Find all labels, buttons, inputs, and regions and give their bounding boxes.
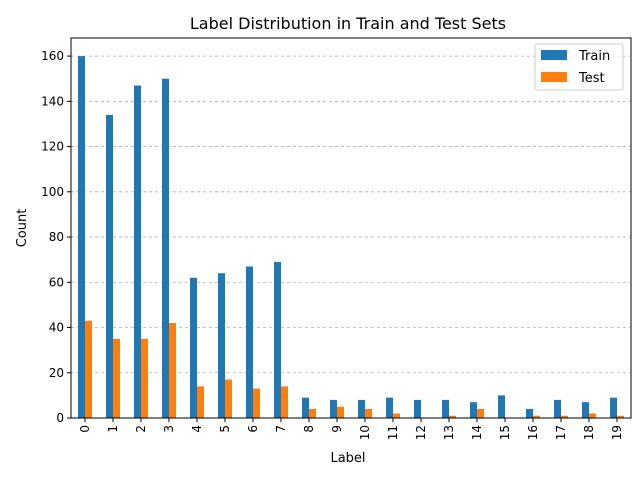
x-tick-label: 10 bbox=[358, 425, 372, 440]
bar-train-2 bbox=[134, 85, 141, 418]
bar-train-14 bbox=[470, 402, 477, 418]
bar-train-6 bbox=[246, 266, 253, 418]
bar-train-11 bbox=[386, 397, 393, 418]
x-tick-label: 0 bbox=[78, 425, 92, 433]
x-tick-label: 14 bbox=[470, 425, 484, 440]
bar-test-18 bbox=[589, 413, 596, 418]
bar-train-18 bbox=[582, 402, 589, 418]
x-tick-label: 6 bbox=[246, 425, 260, 433]
x-tick-label: 16 bbox=[526, 425, 540, 440]
bar-test-0 bbox=[85, 320, 92, 418]
bar-test-11 bbox=[393, 413, 400, 418]
y-tick-label: 160 bbox=[41, 49, 64, 63]
x-tick-label: 12 bbox=[414, 425, 428, 440]
x-tick-label: 11 bbox=[386, 425, 400, 440]
x-tick-label: 7 bbox=[274, 425, 288, 433]
bar-train-7 bbox=[274, 261, 281, 418]
bar-test-7 bbox=[281, 386, 288, 418]
bar-test-19 bbox=[617, 415, 624, 418]
chart-title: Label Distribution in Train and Test Set… bbox=[190, 14, 506, 33]
y-tick-label: 120 bbox=[41, 140, 64, 154]
bar-test-1 bbox=[113, 338, 120, 418]
bar-train-9 bbox=[330, 399, 337, 418]
bar-test-6 bbox=[253, 388, 260, 418]
bar-train-19 bbox=[610, 397, 617, 418]
legend-swatch-train bbox=[541, 50, 567, 60]
bar-train-1 bbox=[106, 114, 113, 419]
bar-train-16 bbox=[526, 408, 533, 418]
bar-train-0 bbox=[78, 56, 85, 418]
x-tick-label: 19 bbox=[610, 425, 624, 440]
x-tick-label: 2 bbox=[134, 425, 148, 433]
bar-train-17 bbox=[554, 399, 561, 418]
bar-test-17 bbox=[561, 415, 568, 418]
gridlines bbox=[71, 55, 631, 419]
x-axis-ticks: 0 1 2 3 4 5 6 7 8 9 10 11 12 13 14 15 16 17 18 19 bbox=[78, 418, 624, 440]
legend-label-train: Train bbox=[578, 49, 610, 64]
bars bbox=[78, 56, 624, 419]
x-tick-label: 4 bbox=[190, 425, 204, 433]
bar-test-9 bbox=[337, 406, 344, 418]
y-tick-label: 20 bbox=[49, 366, 64, 380]
bar-test-2 bbox=[141, 338, 148, 418]
x-tick-label: 3 bbox=[162, 425, 176, 433]
bar-train-8 bbox=[302, 397, 309, 418]
y-tick-label: 140 bbox=[41, 94, 64, 108]
bar-train-4 bbox=[190, 277, 197, 418]
bar-train-3 bbox=[162, 78, 169, 418]
bar-train-12 bbox=[414, 399, 421, 418]
bar-test-16 bbox=[533, 415, 540, 418]
bar-train-15 bbox=[498, 395, 505, 418]
x-tick-label: 8 bbox=[302, 425, 316, 433]
legend: Train Test bbox=[534, 43, 624, 91]
bar-test-5 bbox=[225, 379, 232, 418]
x-tick-label: 1 bbox=[106, 425, 120, 433]
x-tick-label: 5 bbox=[218, 425, 232, 433]
y-tick-label: 100 bbox=[41, 185, 64, 199]
plot-frame bbox=[70, 37, 632, 419]
x-tick-label: 15 bbox=[498, 425, 512, 440]
bar-test-14 bbox=[477, 408, 484, 418]
x-axis-label: Label bbox=[330, 451, 365, 466]
y-tick-label: 60 bbox=[49, 275, 64, 289]
x-tick-label: 17 bbox=[554, 425, 568, 440]
bar-train-5 bbox=[218, 273, 225, 418]
y-axis-label: Count bbox=[15, 209, 30, 248]
x-tick-label: 9 bbox=[330, 425, 344, 433]
y-axis-ticks: 0 20 40 60 80 100 120 140 160 bbox=[41, 49, 71, 425]
bar-test-13 bbox=[449, 415, 456, 418]
bar-train-10 bbox=[358, 399, 365, 418]
y-tick-label: 40 bbox=[49, 321, 64, 335]
x-tick-label: 13 bbox=[442, 425, 456, 440]
x-tick-label: 18 bbox=[582, 425, 596, 440]
bar-test-10 bbox=[365, 408, 372, 418]
bar-test-3 bbox=[169, 323, 176, 418]
bar-test-4 bbox=[197, 386, 204, 418]
legend-label-test: Test bbox=[578, 71, 605, 86]
bar-train-13 bbox=[442, 399, 449, 418]
y-tick-label: 80 bbox=[49, 230, 64, 244]
bar-test-8 bbox=[309, 408, 316, 418]
legend-swatch-test bbox=[541, 72, 567, 82]
y-tick-label: 0 bbox=[56, 411, 64, 425]
